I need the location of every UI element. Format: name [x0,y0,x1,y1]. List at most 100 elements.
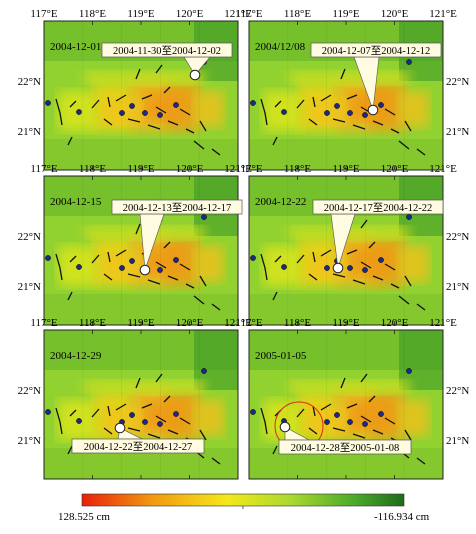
gps-station-marker [76,109,82,115]
fault-trace [55,407,63,435]
longitude-tick-label: 117°E [30,317,57,329]
longitude-tick-label: 119°E [127,163,154,175]
fault-trace [127,273,141,278]
gps-station-marker [334,412,340,418]
fault-trace [199,275,207,287]
fault-trace [91,254,100,264]
fault-trace [390,283,400,289]
fault-trace [103,118,113,126]
longitude-tick-label: 120°E [381,317,409,329]
fault-trace [167,429,179,435]
fault-trace [163,395,171,403]
fault-trace [360,415,372,423]
gps-station-marker [250,255,256,261]
fault-trace [312,251,316,263]
callout-box [71,438,205,454]
callout-period: 2004-12-17至2004-12-22 [324,202,433,214]
fault-trace [416,457,426,465]
gps-station-marker [406,368,412,374]
gps-station-marker [362,421,368,427]
gps-station-marker [129,103,135,109]
longitude-tick-label: 120°E [176,317,204,329]
fault-trace [368,241,376,249]
fault-trace [398,295,410,305]
fault-trace [179,417,191,425]
fault-trace [91,408,100,418]
fault-trace [115,403,127,411]
panel-date-label: 2004-12-15 [50,196,102,208]
fault-trace [260,98,268,126]
gps-station-marker [362,267,368,273]
fault-trace [372,120,384,126]
epicenter-marker [114,422,126,434]
fault-trace [332,273,346,278]
gps-station-marker [76,264,82,270]
longitude-tick-label: 120°E [381,8,409,20]
fault-trace [163,86,171,94]
panel-date-label: 2005-01-05 [255,350,307,362]
longitude-tick-label: 120°E [176,163,204,175]
gps-station-marker [250,409,256,415]
longitude-tick-label: 117°E [235,163,262,175]
fault-trace [211,148,221,156]
fault-trace [55,253,63,281]
fault-trace [372,275,384,281]
fault-trace [320,403,332,411]
fault-trace [352,124,366,130]
callout-period: 2004-12-22至2004-12-27 [84,441,193,453]
fault-trace [404,120,412,132]
gps-station-marker [129,258,135,264]
longitude-tick-label: 117°E [235,8,262,20]
fault-trace [272,291,278,301]
fault-trace [416,148,426,156]
panel-date-label: 2004-12-01 [50,41,101,53]
fault-trace [167,120,179,126]
gps-station-marker [201,214,207,220]
fault-trace [384,108,396,116]
fault-trace [199,429,207,441]
longitude-tick-label: 119°E [332,163,359,175]
callout-box [312,199,444,215]
latitude-tick-label: 22°N [18,385,41,397]
latitude-tick-label: 21°N [18,281,41,293]
fault-trace [372,429,384,435]
fault-trace [416,303,426,311]
fault-trace [296,99,305,109]
gps-station-marker [201,368,207,374]
colorbar-ramp [81,493,405,507]
longitude-tick-label: 121°E [429,317,457,329]
fault-trace [193,140,205,150]
fault-trace [332,118,346,123]
fault-trace [332,427,346,432]
fault-trace [308,427,318,435]
fault-trace [185,128,195,134]
panel-date-label: 2004-12-22 [255,196,306,208]
panel-date-label: 2004-12-29 [50,350,102,362]
map-panel: 2004-12-22至2004-12-27 2004-12-29 117°E 118°… [18,317,252,480]
fault-trace [398,140,410,150]
colorbar-min-label: 128.525 cm [58,511,110,523]
epicenter-marker [189,69,201,81]
gps-station-marker [324,265,330,271]
gps-station-marker [45,100,51,106]
fault-trace [360,219,368,229]
fault-trace [127,427,141,432]
fault-trace [103,273,113,281]
fault-trace [340,377,346,389]
longitude-tick-label: 121°E [429,163,457,175]
gps-station-marker [119,265,125,271]
gps-station-marker [406,59,412,65]
fault-trace [179,263,191,271]
longitude-tick-label: 120°E [381,163,409,175]
longitude-tick-label: 118°E [284,8,311,20]
fault-trace [179,108,191,116]
fault-trace [167,275,179,281]
fault-trace [103,427,113,435]
fault-trace [272,445,278,455]
fault-trace [390,128,400,134]
fault-trace [135,223,141,235]
fault-trace [260,407,268,435]
fault-trace [384,417,396,425]
gps-station-marker [129,412,135,418]
